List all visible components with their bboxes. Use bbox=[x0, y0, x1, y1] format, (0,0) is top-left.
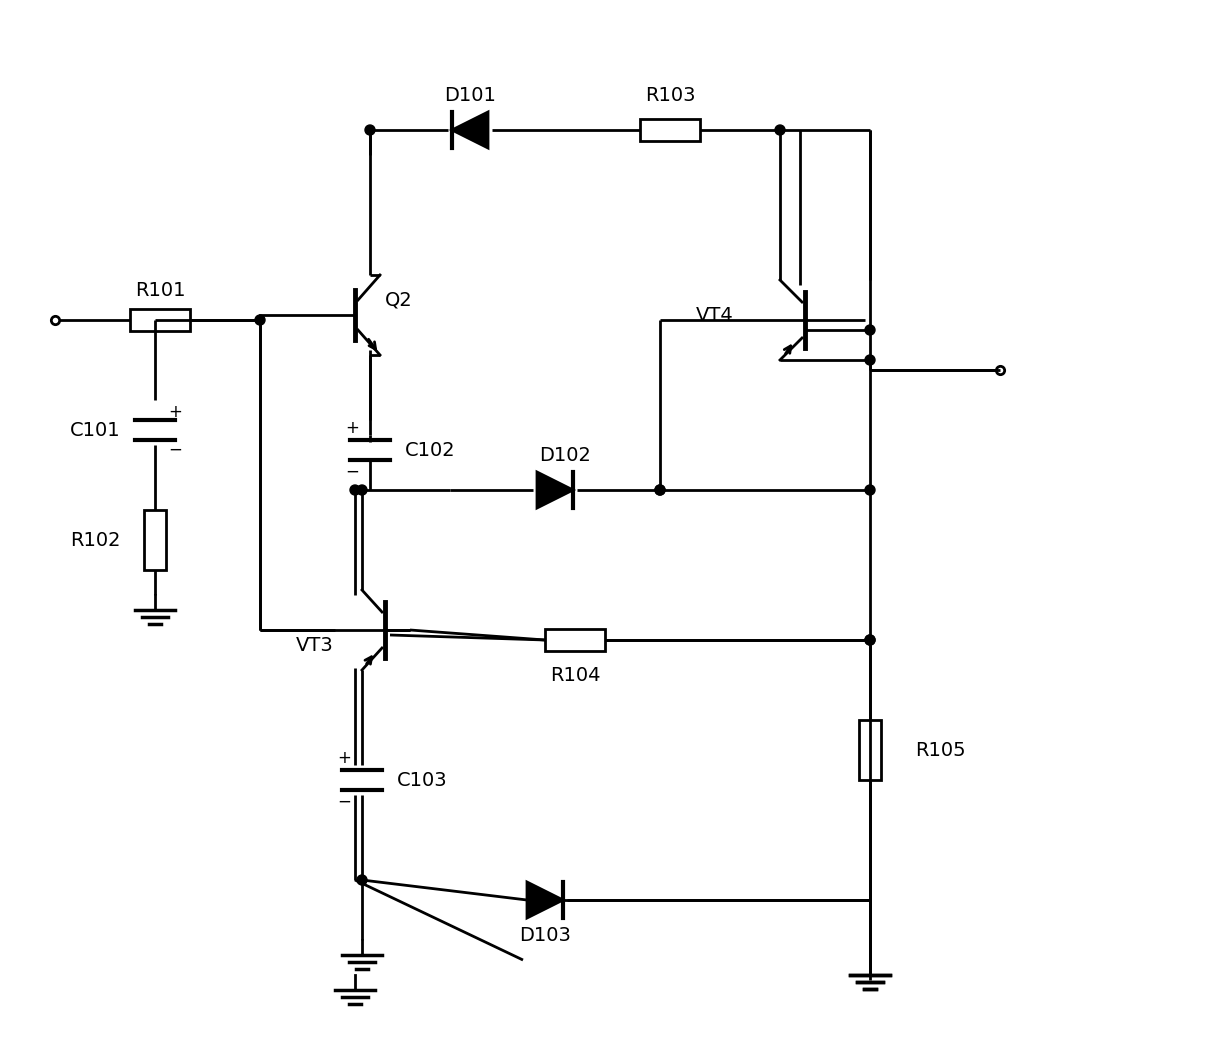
Circle shape bbox=[654, 485, 665, 495]
Text: D101: D101 bbox=[444, 85, 496, 104]
Text: R105: R105 bbox=[915, 740, 966, 759]
Circle shape bbox=[357, 485, 368, 495]
Text: VT3: VT3 bbox=[297, 635, 333, 654]
Text: Q2: Q2 bbox=[385, 290, 413, 310]
Text: +: + bbox=[337, 749, 350, 768]
Circle shape bbox=[255, 315, 265, 326]
Circle shape bbox=[775, 125, 785, 135]
Text: C102: C102 bbox=[404, 441, 455, 460]
Polygon shape bbox=[537, 472, 573, 508]
Circle shape bbox=[654, 485, 665, 495]
Text: −: − bbox=[346, 463, 359, 482]
Bar bbox=[545, 629, 604, 651]
Circle shape bbox=[864, 326, 875, 335]
Circle shape bbox=[357, 875, 368, 885]
Text: D103: D103 bbox=[519, 926, 571, 944]
Text: R101: R101 bbox=[134, 281, 186, 300]
Text: −: − bbox=[337, 794, 350, 811]
Circle shape bbox=[864, 355, 875, 365]
Bar bbox=[144, 510, 166, 570]
Text: +: + bbox=[168, 404, 182, 421]
Polygon shape bbox=[452, 112, 488, 148]
Text: +: + bbox=[346, 419, 359, 437]
Polygon shape bbox=[527, 882, 563, 918]
Text: C101: C101 bbox=[70, 420, 121, 440]
Bar bbox=[860, 720, 882, 780]
Text: −: − bbox=[168, 441, 182, 459]
Text: R103: R103 bbox=[645, 85, 695, 104]
Circle shape bbox=[864, 485, 875, 495]
Text: VT4: VT4 bbox=[696, 306, 734, 324]
Bar bbox=[129, 309, 190, 331]
Circle shape bbox=[350, 485, 360, 495]
Bar bbox=[640, 119, 700, 141]
Circle shape bbox=[864, 635, 875, 645]
Circle shape bbox=[864, 635, 875, 645]
Circle shape bbox=[365, 125, 375, 135]
Text: R102: R102 bbox=[70, 530, 120, 549]
Text: R104: R104 bbox=[549, 666, 601, 684]
Text: C103: C103 bbox=[397, 771, 447, 789]
Text: D102: D102 bbox=[538, 445, 591, 465]
